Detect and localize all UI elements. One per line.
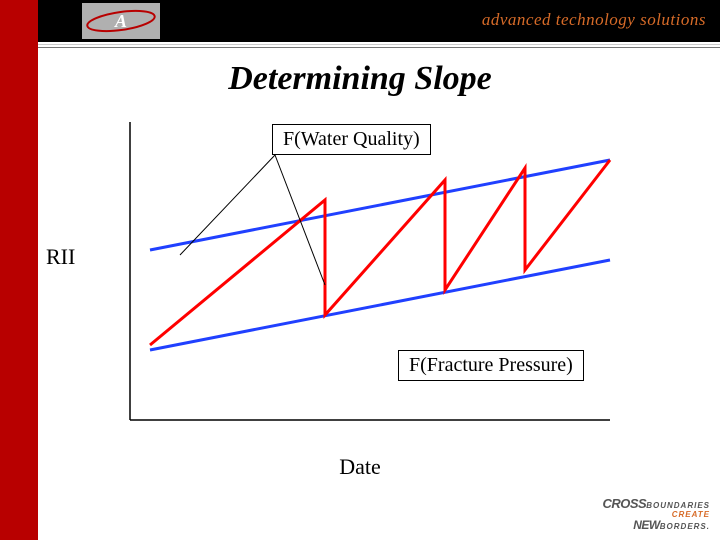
- leader-line-2: [275, 155, 325, 285]
- brand-logo-letter: A: [114, 11, 127, 31]
- callout-water-quality: F(Water Quality): [272, 124, 431, 155]
- blue-line-upper: [150, 160, 610, 250]
- header-tagline: advanced technology solutions: [482, 10, 706, 30]
- y-axis-label: RII: [46, 244, 75, 270]
- x-axis-label: Date: [80, 454, 640, 480]
- slide-root: A advanced technology solutions Determin…: [0, 0, 720, 540]
- divider-line-1: [38, 44, 720, 45]
- top-band: A advanced technology solutions: [38, 0, 720, 42]
- divider-line-2: [38, 47, 720, 48]
- slide-title: Determining Slope: [0, 60, 720, 98]
- blue-line-lower: [150, 260, 610, 350]
- diagram-area: RII Date F(Water Quality) F(Fracture Pre…: [80, 120, 640, 440]
- brand-logo-svg: A: [82, 3, 160, 39]
- callout-fracture-pressure: F(Fracture Pressure): [398, 350, 584, 381]
- footer-logos: CROSSBOUNDARIES CREATE NEWBORDERS.: [602, 497, 710, 532]
- footer-borders: BORDERS.: [660, 522, 710, 531]
- footer-line-1: CROSSBOUNDARIES: [602, 497, 710, 511]
- footer-new: NEW: [633, 518, 660, 532]
- footer-boundaries: BOUNDARIES: [646, 501, 710, 510]
- footer-cross: CROSS: [602, 496, 646, 511]
- red-sawtooth: [150, 160, 610, 345]
- footer-line-3: NEWBORDERS.: [602, 519, 710, 532]
- diagram-svg: [80, 120, 640, 440]
- brand-logo: A: [82, 3, 160, 39]
- leader-line-1: [180, 155, 275, 255]
